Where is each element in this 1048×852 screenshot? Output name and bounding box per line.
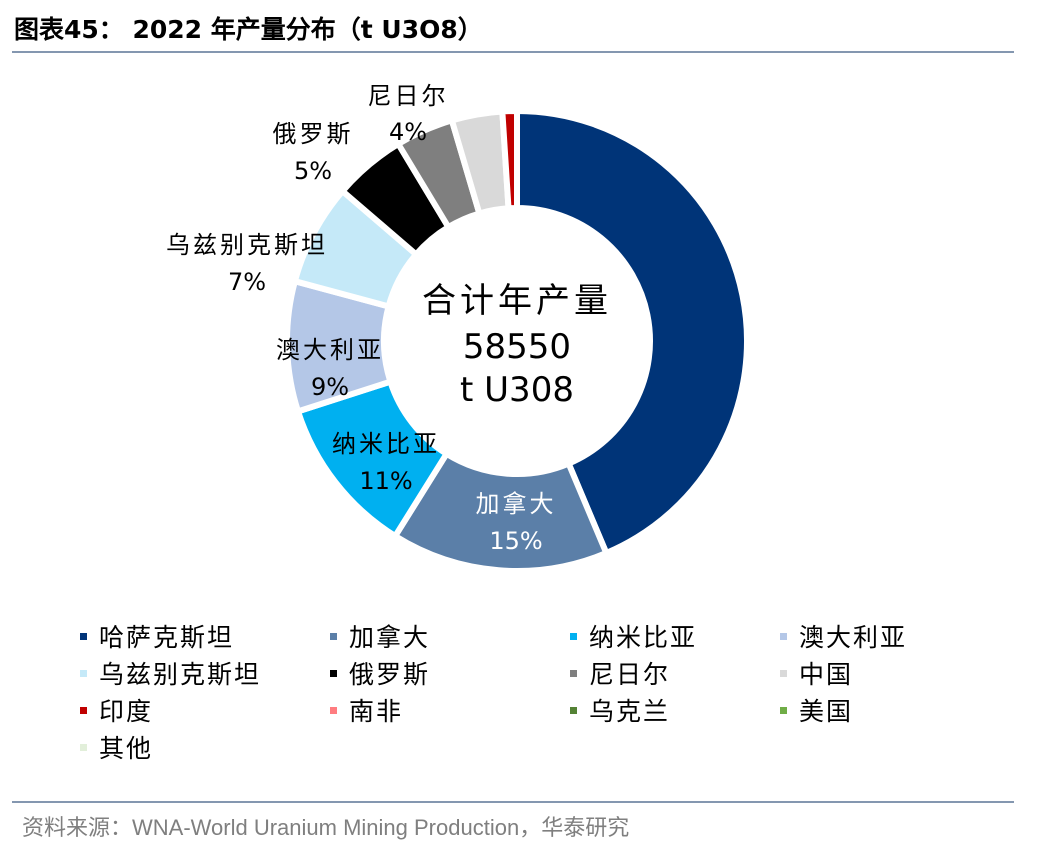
legend-label: 加拿大: [349, 623, 431, 652]
legend-item: 印度: [80, 692, 153, 728]
legend-item: 哈萨克斯坦: [80, 618, 234, 654]
legend-item: 尼日尔: [570, 655, 670, 691]
legend-swatch: [570, 706, 577, 714]
data-label-4: 澳大利亚 9%: [276, 336, 384, 401]
footer-divider: [12, 801, 1014, 803]
legend-item: 其他: [80, 729, 153, 765]
legend-swatch: [780, 669, 787, 677]
center-label-line-3: t U308: [460, 370, 574, 410]
data-label-6: 俄罗斯 5%: [273, 120, 354, 185]
data-label-3: 纳米比亚 11%: [332, 430, 440, 495]
center-label-line-1: 合计年产量: [422, 281, 612, 321]
legend-label: 乌克兰: [589, 697, 671, 726]
legend-item: 南非: [330, 692, 403, 728]
legend-item: 俄罗斯: [330, 655, 430, 691]
source-suffix: ，华泰研究: [519, 816, 630, 841]
legend-label: 俄罗斯: [349, 660, 431, 689]
legend-label: 澳大利亚: [799, 623, 908, 652]
legend-item: 中国: [780, 655, 853, 691]
legend-swatch: [330, 669, 337, 677]
legend-label: 印度: [99, 697, 154, 726]
source-prefix: 资料来源：: [22, 816, 133, 841]
legend-swatch: [330, 632, 337, 640]
donut-slices: [284, 108, 750, 574]
legend-swatch: [780, 706, 787, 714]
slice-1: [514, 108, 750, 556]
legend-label: 美国: [799, 697, 854, 726]
legend-swatch: [80, 706, 87, 714]
legend-label: 其他: [99, 734, 154, 763]
donut-chart: 哈萨克斯坦 43% 加拿大 15% 纳米比亚 11% 澳大利亚 9% 乌兹别克斯坦 7% 俄罗斯 5%…: [166, 82, 818, 574]
legend-label: 哈萨克斯坦: [99, 623, 235, 652]
legend-swatch: [80, 632, 87, 640]
legend-swatch: [570, 669, 577, 677]
legend-swatch: [80, 669, 87, 677]
legend-swatch: [80, 743, 87, 751]
legend-swatch: [780, 632, 787, 640]
legend-swatch: [570, 632, 577, 640]
chart-title: 图表45： 2022 年产量分布（t U3O8）: [14, 15, 483, 44]
legend-item: 乌克兰: [570, 692, 670, 728]
data-label-1: 哈萨克斯坦 43%: [737, 223, 818, 319]
data-labels: 哈萨克斯坦 43% 加拿大 15% 纳米比亚 11% 澳大利亚 9% 乌兹别克斯坦 7% 俄罗斯 5%…: [166, 82, 818, 555]
legend-item: 澳大利亚: [780, 618, 907, 654]
source-text: WNA-World Uranium Mining Production: [132, 815, 520, 840]
slice-9: [499, 108, 520, 212]
legend-item: 加拿大: [330, 618, 430, 654]
legend-item: 乌兹别克斯坦: [80, 655, 261, 691]
legend-swatch: [330, 706, 337, 714]
title-divider: [12, 51, 1014, 53]
legend-item: 美国: [780, 692, 853, 728]
center-label-line-2: 58550: [463, 327, 571, 367]
legend-label: 尼日尔: [589, 660, 671, 689]
data-label-2: 加拿大 15%: [476, 490, 557, 555]
legend-label: 纳米比亚: [589, 623, 698, 652]
data-label-5: 乌兹别克斯坦 7%: [166, 231, 328, 296]
legend-label: 中国: [799, 660, 854, 689]
legend-label: 乌兹别克斯坦: [99, 660, 262, 689]
data-label-7: 尼日尔 4%: [368, 82, 449, 146]
source-note: 资料来源：WNA-World Uranium Mining Production…: [22, 810, 629, 842]
legend-label: 南非: [349, 697, 404, 726]
legend-item: 纳米比亚: [570, 618, 697, 654]
